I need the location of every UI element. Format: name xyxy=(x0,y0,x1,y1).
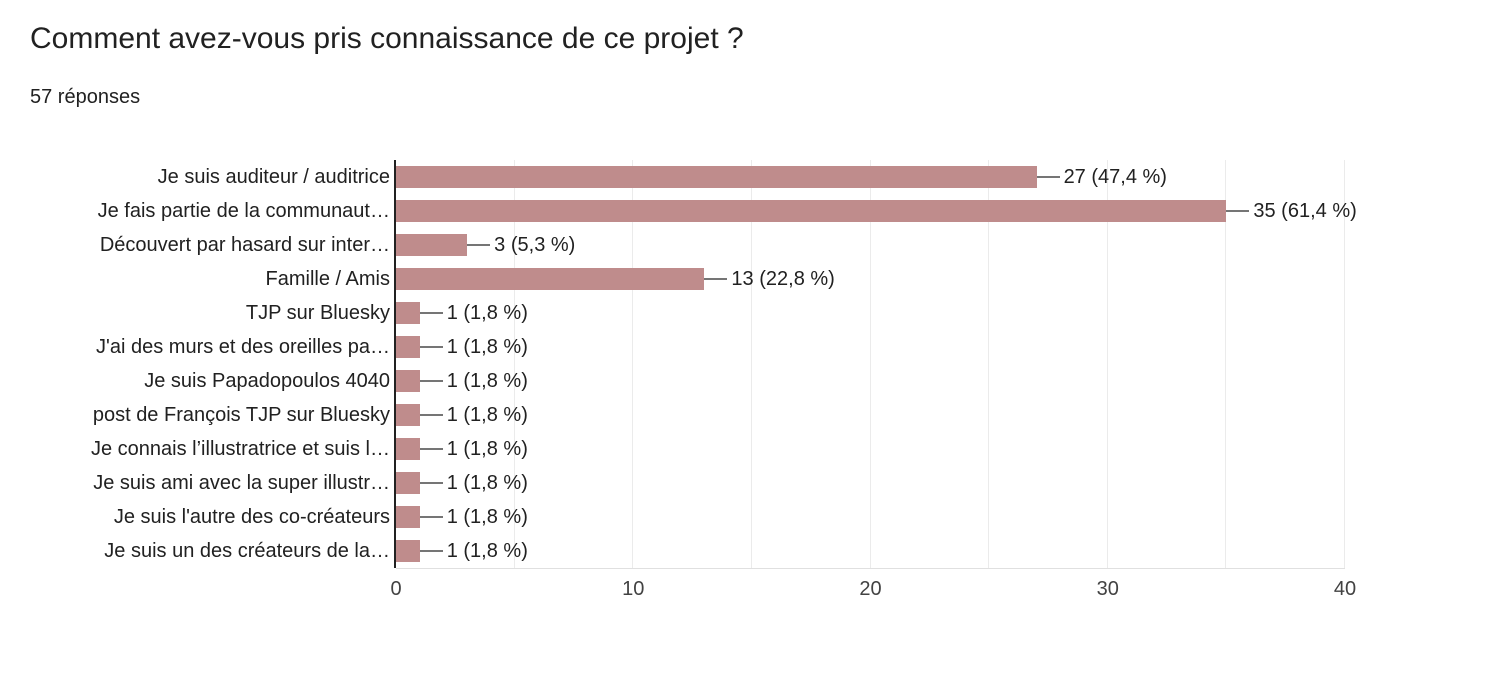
category-label: J'ai des murs et des oreilles pa… xyxy=(96,336,390,358)
leader-line xyxy=(419,312,443,314)
bar xyxy=(396,268,705,290)
value-label: 13 (22,8 %) xyxy=(731,268,835,290)
bar xyxy=(396,506,420,528)
bar xyxy=(396,234,468,256)
leader-line xyxy=(467,244,491,246)
value-label: 27 (47,4 %) xyxy=(1063,166,1167,188)
category-label: Je fais partie de la communaut… xyxy=(97,200,390,222)
leader-line xyxy=(419,448,443,450)
bar xyxy=(396,200,1227,222)
bar xyxy=(396,472,420,494)
baseline-axis xyxy=(394,160,396,568)
category-label: post de François TJP sur Bluesky xyxy=(92,404,390,426)
leader-line xyxy=(1226,210,1250,212)
value-label: 1 (1,8 %) xyxy=(446,336,528,358)
leader-line xyxy=(1036,176,1060,178)
bar xyxy=(396,166,1037,188)
leader-line xyxy=(419,482,443,484)
gridline xyxy=(1344,160,1345,568)
gridline xyxy=(513,160,515,568)
leader-line xyxy=(419,516,443,518)
bar xyxy=(396,540,420,562)
category-axis-labels: Je suis auditeur / auditrice Je fais part… xyxy=(0,160,390,568)
bar xyxy=(396,404,420,426)
bar xyxy=(396,336,420,358)
category-label: Je suis l'autre des co-créateurs xyxy=(113,506,390,528)
bar xyxy=(396,370,420,392)
value-label: 35 (61,4 %) xyxy=(1253,200,1357,222)
category-label: Je suis Papadopoulos 4040 xyxy=(144,370,390,392)
category-label: TJP sur Bluesky xyxy=(245,302,390,324)
leader-line xyxy=(704,278,728,280)
gridline xyxy=(1106,160,1108,568)
gridline xyxy=(988,160,990,568)
x-tick-label: 30 xyxy=(1096,578,1119,600)
leader-line xyxy=(419,380,443,382)
x-tick-label: 40 xyxy=(1333,578,1357,600)
category-label: Découvert par hasard sur inter… xyxy=(99,234,390,256)
x-tick-label: 20 xyxy=(859,578,882,600)
gridline xyxy=(632,160,634,568)
gridline xyxy=(1225,160,1227,568)
value-label: 1 (1,8 %) xyxy=(446,302,528,324)
gridline xyxy=(750,160,752,568)
category-label: Je suis ami avec la super illustr… xyxy=(93,472,390,494)
question-title: Comment avez-vous pris connaissance de c… xyxy=(30,22,744,55)
gridline xyxy=(869,160,871,568)
leader-line xyxy=(419,414,443,416)
category-label: Famille / Amis xyxy=(265,268,390,290)
leader-line xyxy=(419,346,443,348)
category-label: Je suis auditeur / auditrice xyxy=(157,166,390,188)
value-label: 1 (1,8 %) xyxy=(446,370,528,392)
value-label: 1 (1,8 %) xyxy=(446,438,528,460)
bar xyxy=(396,302,420,324)
value-label: 1 (1,8 %) xyxy=(446,506,528,528)
value-label: 1 (1,8 %) xyxy=(446,540,528,562)
responses-count: 57 réponses xyxy=(30,86,141,108)
bar xyxy=(396,438,420,460)
leader-line xyxy=(419,550,443,552)
category-label: Je suis un des créateurs de la… xyxy=(104,540,390,562)
value-label: 3 (5,3 %) xyxy=(494,234,576,256)
category-label: Je connais l’illustratrice et suis l… xyxy=(91,438,390,460)
x-tick-label: 0 xyxy=(390,578,402,600)
plot-area: 27 (47,4 %) 35 (61,4 %) 3 (5,3 %) 13 (22,8 … xyxy=(390,160,1357,600)
value-label: 1 (1,8 %) xyxy=(446,404,528,426)
x-tick-label: 10 xyxy=(622,578,645,600)
value-label: 1 (1,8 %) xyxy=(446,472,528,494)
